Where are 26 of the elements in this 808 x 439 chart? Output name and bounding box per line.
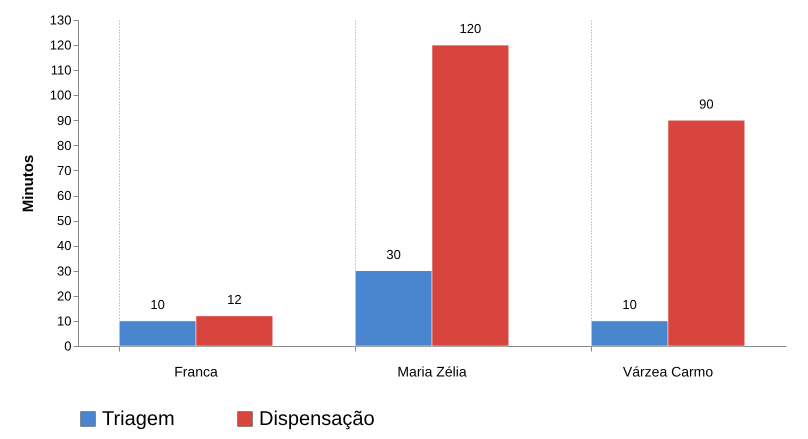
y-tick-label: 110 [50,62,72,78]
x-tick-label: Franca [174,364,218,380]
data-label: 90 [699,96,714,112]
data-label: 120 [460,21,482,36]
y-tick-label: 70 [57,162,72,178]
y-tick-label: 30 [57,263,72,278]
x-tick-label: Várzea Carmo [622,364,714,380]
y-tick-label: 20 [57,288,72,304]
x-tick-label: Maria Zélia [397,364,467,380]
y-tick-label: 0 [64,338,72,354]
data-label: 10 [150,296,165,312]
y-axis-title: Minutos [20,154,37,212]
y-tick-label: 130 [50,12,72,28]
data-label: 10 [622,296,637,312]
y-tick-label: 10 [57,313,72,328]
y-tick-label: 90 [57,112,72,128]
legend-label: Triagem [102,408,175,430]
y-tick-label: 80 [57,138,72,153]
data-label: 30 [386,246,401,262]
data-label: 12 [227,292,242,307]
legend-label: Dispensação [259,408,375,430]
y-tick-label: 60 [57,188,72,204]
y-tick-label: 50 [57,213,72,228]
y-tick-label: 100 [50,88,72,103]
y-tick-label: 40 [57,238,72,254]
y-tick-label: 120 [50,38,72,53]
